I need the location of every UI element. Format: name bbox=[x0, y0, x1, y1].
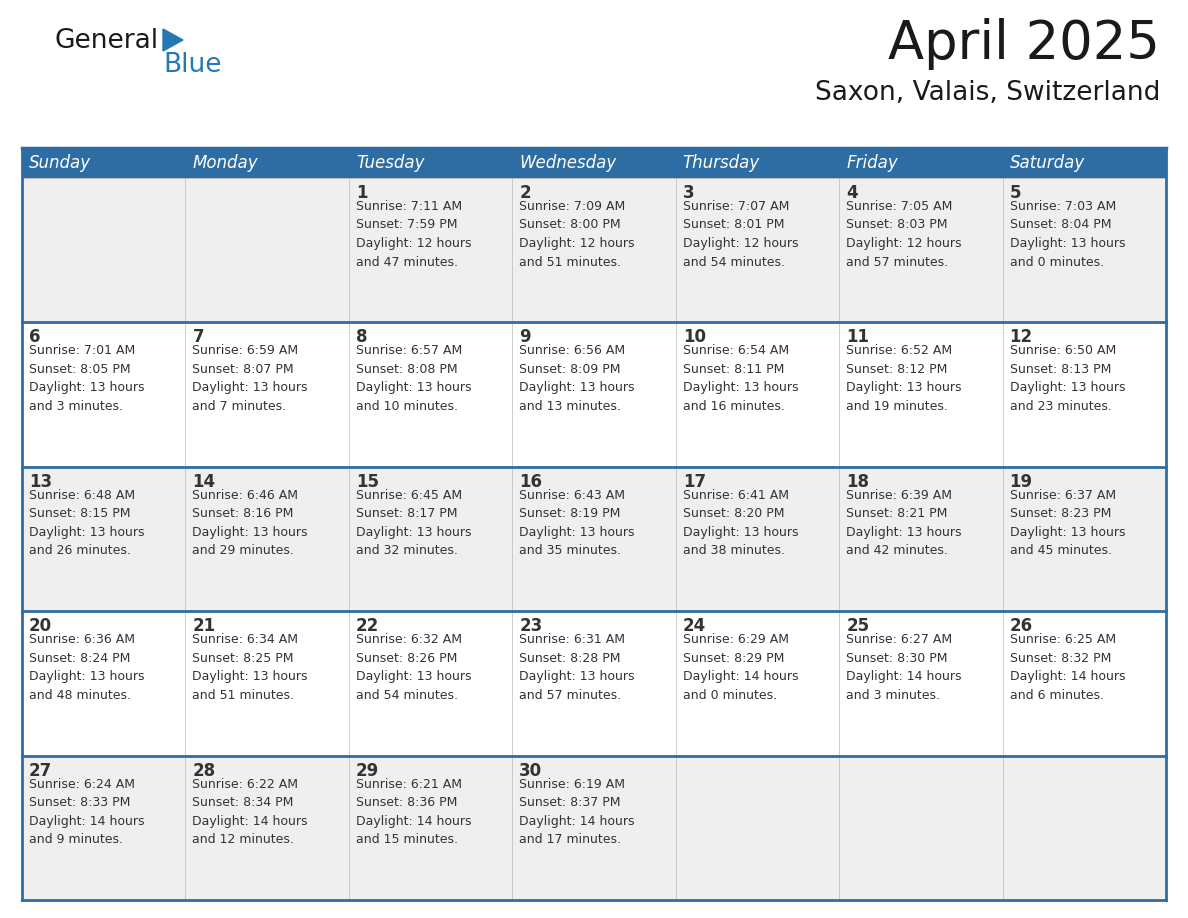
Text: Sunrise: 6:43 AM
Sunset: 8:19 PM
Daylight: 13 hours
and 35 minutes.: Sunrise: 6:43 AM Sunset: 8:19 PM Dayligh… bbox=[519, 488, 634, 557]
Text: 6: 6 bbox=[29, 329, 40, 346]
Text: Saturday: Saturday bbox=[1010, 154, 1085, 172]
Text: 14: 14 bbox=[192, 473, 215, 491]
Text: Sunrise: 6:46 AM
Sunset: 8:16 PM
Daylight: 13 hours
and 29 minutes.: Sunrise: 6:46 AM Sunset: 8:16 PM Dayligh… bbox=[192, 488, 308, 557]
Text: 24: 24 bbox=[683, 617, 706, 635]
Text: 1: 1 bbox=[356, 184, 367, 202]
Text: Sunrise: 6:27 AM
Sunset: 8:30 PM
Daylight: 14 hours
and 3 minutes.: Sunrise: 6:27 AM Sunset: 8:30 PM Dayligh… bbox=[846, 633, 961, 701]
Text: Sunrise: 6:34 AM
Sunset: 8:25 PM
Daylight: 13 hours
and 51 minutes.: Sunrise: 6:34 AM Sunset: 8:25 PM Dayligh… bbox=[192, 633, 308, 701]
Bar bbox=[23, 148, 1165, 178]
Text: 16: 16 bbox=[519, 473, 542, 491]
Text: Sunrise: 7:01 AM
Sunset: 8:05 PM
Daylight: 13 hours
and 3 minutes.: Sunrise: 7:01 AM Sunset: 8:05 PM Dayligh… bbox=[29, 344, 145, 413]
Text: Sunrise: 6:24 AM
Sunset: 8:33 PM
Daylight: 14 hours
and 9 minutes.: Sunrise: 6:24 AM Sunset: 8:33 PM Dayligh… bbox=[29, 778, 145, 846]
Text: 13: 13 bbox=[29, 473, 52, 491]
Text: Sunrise: 6:37 AM
Sunset: 8:23 PM
Daylight: 13 hours
and 45 minutes.: Sunrise: 6:37 AM Sunset: 8:23 PM Dayligh… bbox=[1010, 488, 1125, 557]
Text: 30: 30 bbox=[519, 762, 543, 779]
Text: Sunrise: 6:59 AM
Sunset: 8:07 PM
Daylight: 13 hours
and 7 minutes.: Sunrise: 6:59 AM Sunset: 8:07 PM Dayligh… bbox=[192, 344, 308, 413]
Text: 17: 17 bbox=[683, 473, 706, 491]
Text: 7: 7 bbox=[192, 329, 204, 346]
Text: 26: 26 bbox=[1010, 617, 1032, 635]
Text: 28: 28 bbox=[192, 762, 215, 779]
Text: Sunrise: 7:03 AM
Sunset: 8:04 PM
Daylight: 13 hours
and 0 minutes.: Sunrise: 7:03 AM Sunset: 8:04 PM Dayligh… bbox=[1010, 200, 1125, 268]
Text: Blue: Blue bbox=[163, 52, 221, 78]
Text: Sunrise: 7:09 AM
Sunset: 8:00 PM
Daylight: 12 hours
and 51 minutes.: Sunrise: 7:09 AM Sunset: 8:00 PM Dayligh… bbox=[519, 200, 634, 268]
Text: Monday: Monday bbox=[192, 154, 258, 172]
Text: Sunrise: 6:31 AM
Sunset: 8:28 PM
Daylight: 13 hours
and 57 minutes.: Sunrise: 6:31 AM Sunset: 8:28 PM Dayligh… bbox=[519, 633, 634, 701]
Text: 18: 18 bbox=[846, 473, 870, 491]
Text: Sunrise: 6:56 AM
Sunset: 8:09 PM
Daylight: 13 hours
and 13 minutes.: Sunrise: 6:56 AM Sunset: 8:09 PM Dayligh… bbox=[519, 344, 634, 413]
Text: Sunrise: 6:57 AM
Sunset: 8:08 PM
Daylight: 13 hours
and 10 minutes.: Sunrise: 6:57 AM Sunset: 8:08 PM Dayligh… bbox=[356, 344, 472, 413]
Text: Sunrise: 6:52 AM
Sunset: 8:12 PM
Daylight: 13 hours
and 19 minutes.: Sunrise: 6:52 AM Sunset: 8:12 PM Dayligh… bbox=[846, 344, 961, 413]
Text: 19: 19 bbox=[1010, 473, 1032, 491]
Text: April 2025: April 2025 bbox=[889, 18, 1159, 70]
Text: Sunrise: 7:11 AM
Sunset: 7:59 PM
Daylight: 12 hours
and 47 minutes.: Sunrise: 7:11 AM Sunset: 7:59 PM Dayligh… bbox=[356, 200, 472, 268]
Text: 29: 29 bbox=[356, 762, 379, 779]
Text: Sunrise: 6:21 AM
Sunset: 8:36 PM
Daylight: 14 hours
and 15 minutes.: Sunrise: 6:21 AM Sunset: 8:36 PM Dayligh… bbox=[356, 778, 472, 846]
Text: 21: 21 bbox=[192, 617, 215, 635]
Text: Sunrise: 7:05 AM
Sunset: 8:03 PM
Daylight: 12 hours
and 57 minutes.: Sunrise: 7:05 AM Sunset: 8:03 PM Dayligh… bbox=[846, 200, 961, 268]
Bar bbox=[23, 178, 1165, 322]
Text: Sunrise: 6:41 AM
Sunset: 8:20 PM
Daylight: 13 hours
and 38 minutes.: Sunrise: 6:41 AM Sunset: 8:20 PM Dayligh… bbox=[683, 488, 798, 557]
Text: 20: 20 bbox=[29, 617, 52, 635]
Text: Sunrise: 7:07 AM
Sunset: 8:01 PM
Daylight: 12 hours
and 54 minutes.: Sunrise: 7:07 AM Sunset: 8:01 PM Dayligh… bbox=[683, 200, 798, 268]
Text: Sunrise: 6:19 AM
Sunset: 8:37 PM
Daylight: 14 hours
and 17 minutes.: Sunrise: 6:19 AM Sunset: 8:37 PM Dayligh… bbox=[519, 778, 634, 846]
Text: 11: 11 bbox=[846, 329, 870, 346]
Bar bbox=[23, 322, 1165, 466]
Polygon shape bbox=[163, 29, 183, 51]
Text: 8: 8 bbox=[356, 329, 367, 346]
Text: Sunrise: 6:39 AM
Sunset: 8:21 PM
Daylight: 13 hours
and 42 minutes.: Sunrise: 6:39 AM Sunset: 8:21 PM Dayligh… bbox=[846, 488, 961, 557]
Text: Tuesday: Tuesday bbox=[356, 154, 424, 172]
Text: 23: 23 bbox=[519, 617, 543, 635]
Text: Sunrise: 6:29 AM
Sunset: 8:29 PM
Daylight: 14 hours
and 0 minutes.: Sunrise: 6:29 AM Sunset: 8:29 PM Dayligh… bbox=[683, 633, 798, 701]
Text: 22: 22 bbox=[356, 617, 379, 635]
Bar bbox=[23, 466, 1165, 611]
Text: 2: 2 bbox=[519, 184, 531, 202]
Text: 4: 4 bbox=[846, 184, 858, 202]
Text: 3: 3 bbox=[683, 184, 694, 202]
Text: Sunrise: 6:45 AM
Sunset: 8:17 PM
Daylight: 13 hours
and 32 minutes.: Sunrise: 6:45 AM Sunset: 8:17 PM Dayligh… bbox=[356, 488, 472, 557]
Text: 15: 15 bbox=[356, 473, 379, 491]
Text: Sunday: Sunday bbox=[29, 154, 91, 172]
Text: Sunrise: 6:25 AM
Sunset: 8:32 PM
Daylight: 14 hours
and 6 minutes.: Sunrise: 6:25 AM Sunset: 8:32 PM Dayligh… bbox=[1010, 633, 1125, 701]
Text: Friday: Friday bbox=[846, 154, 898, 172]
Text: Sunrise: 6:32 AM
Sunset: 8:26 PM
Daylight: 13 hours
and 54 minutes.: Sunrise: 6:32 AM Sunset: 8:26 PM Dayligh… bbox=[356, 633, 472, 701]
Text: 12: 12 bbox=[1010, 329, 1032, 346]
Text: Saxon, Valais, Switzerland: Saxon, Valais, Switzerland bbox=[815, 80, 1159, 106]
Text: 27: 27 bbox=[29, 762, 52, 779]
Bar bbox=[23, 611, 1165, 756]
Text: Wednesday: Wednesday bbox=[519, 154, 617, 172]
Text: Sunrise: 6:50 AM
Sunset: 8:13 PM
Daylight: 13 hours
and 23 minutes.: Sunrise: 6:50 AM Sunset: 8:13 PM Dayligh… bbox=[1010, 344, 1125, 413]
Text: 25: 25 bbox=[846, 617, 870, 635]
Text: 9: 9 bbox=[519, 329, 531, 346]
Text: 10: 10 bbox=[683, 329, 706, 346]
Text: General: General bbox=[55, 28, 159, 54]
Text: 5: 5 bbox=[1010, 184, 1020, 202]
Text: Sunrise: 6:54 AM
Sunset: 8:11 PM
Daylight: 13 hours
and 16 minutes.: Sunrise: 6:54 AM Sunset: 8:11 PM Dayligh… bbox=[683, 344, 798, 413]
Bar bbox=[23, 756, 1165, 900]
Text: Sunrise: 6:22 AM
Sunset: 8:34 PM
Daylight: 14 hours
and 12 minutes.: Sunrise: 6:22 AM Sunset: 8:34 PM Dayligh… bbox=[192, 778, 308, 846]
Text: Thursday: Thursday bbox=[683, 154, 760, 172]
Text: Sunrise: 6:36 AM
Sunset: 8:24 PM
Daylight: 13 hours
and 48 minutes.: Sunrise: 6:36 AM Sunset: 8:24 PM Dayligh… bbox=[29, 633, 145, 701]
Text: Sunrise: 6:48 AM
Sunset: 8:15 PM
Daylight: 13 hours
and 26 minutes.: Sunrise: 6:48 AM Sunset: 8:15 PM Dayligh… bbox=[29, 488, 145, 557]
